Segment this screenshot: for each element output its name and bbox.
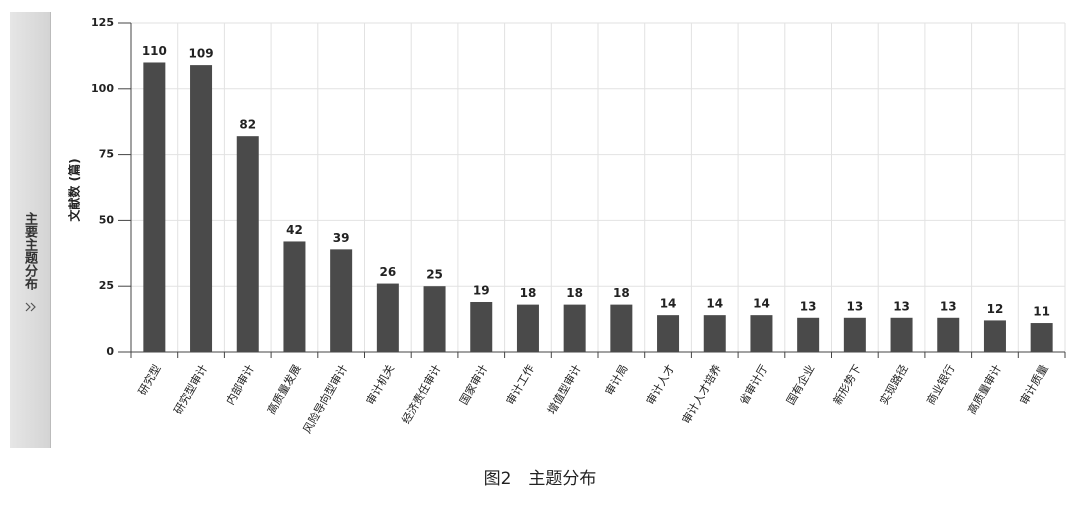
sidebar[interactable]: 主要主题分布 (10, 12, 51, 448)
value-label: 18 (520, 286, 537, 300)
x-tick-label: 审计人才培养 (679, 362, 724, 426)
bar (376, 283, 399, 352)
value-label: 18 (566, 286, 583, 300)
x-tick-label: 审计人才 (643, 362, 677, 407)
value-label: 109 (189, 47, 214, 61)
y-tick-label: 0 (106, 345, 114, 358)
value-label: 18 (613, 286, 630, 300)
x-tick-label: 审计机关 (363, 362, 397, 407)
bar (516, 304, 539, 352)
y-axis-label: 文献数 (篇) (67, 158, 82, 221)
y-tick-label: 125 (91, 16, 114, 29)
value-label: 25 (426, 268, 443, 282)
x-tick-label: 商业银行 (923, 362, 957, 407)
x-tick-label: 实现路径 (877, 362, 911, 407)
bar (143, 62, 166, 352)
x-tick-label: 增值型审计 (544, 362, 584, 417)
bar (236, 136, 259, 352)
bar (657, 315, 680, 352)
value-label: 42 (286, 223, 303, 237)
x-tick-label: 省审计厅 (737, 362, 771, 407)
y-tick-label: 100 (91, 82, 114, 95)
value-label: 110 (142, 44, 167, 58)
x-tick-label: 审计局 (602, 362, 631, 398)
bar (703, 315, 726, 352)
value-label: 19 (473, 283, 490, 297)
value-label: 12 (987, 302, 1004, 316)
value-label: 13 (940, 299, 957, 313)
bar (330, 249, 353, 352)
value-label: 11 (1033, 305, 1050, 319)
bar (843, 317, 866, 352)
bar (423, 286, 446, 352)
bar (890, 317, 913, 352)
x-tick-label: 高质量发展 (264, 362, 304, 417)
value-label: 14 (660, 297, 677, 311)
y-tick-label: 50 (99, 213, 115, 226)
x-tick-label: 审计工作 (503, 362, 537, 407)
bar (797, 317, 820, 352)
value-label: 82 (239, 118, 256, 132)
y-tick-label: 75 (99, 148, 114, 161)
x-tick-label: 经济责任审计 (399, 362, 444, 426)
expand-icon (25, 302, 36, 312)
value-label: 39 (333, 231, 350, 245)
bar (283, 241, 306, 352)
bar (750, 315, 773, 352)
x-tick-label: 内部审计 (223, 362, 257, 407)
x-tick-label: 审计质量 (1017, 362, 1051, 407)
bar (937, 317, 960, 352)
x-tick-label: 国家审计 (456, 362, 490, 407)
x-tick-label: 新形势下 (830, 362, 864, 407)
bar (983, 320, 1006, 352)
caption: 图2 主题分布 (484, 469, 597, 489)
x-tick-label: 国有企业 (783, 362, 817, 407)
y-tick-label: 25 (99, 279, 114, 292)
bar (190, 65, 213, 352)
value-label: 13 (846, 299, 863, 313)
x-tick-label: 研究型审计 (171, 362, 211, 417)
value-label: 14 (753, 297, 770, 311)
bar (563, 304, 586, 352)
value-label: 14 (706, 297, 723, 311)
sidebar-label: 主要主题分布 (22, 212, 37, 290)
bar (610, 304, 633, 352)
value-label: 13 (800, 299, 817, 313)
x-tick-label: 研究型 (135, 362, 164, 398)
x-tick-label: 风险导向型审计 (300, 362, 351, 436)
value-label: 13 (893, 299, 910, 313)
bar (470, 301, 493, 352)
value-label: 26 (379, 265, 396, 279)
bar (1030, 323, 1053, 352)
x-tick-label: 高质量审计 (965, 362, 1005, 417)
